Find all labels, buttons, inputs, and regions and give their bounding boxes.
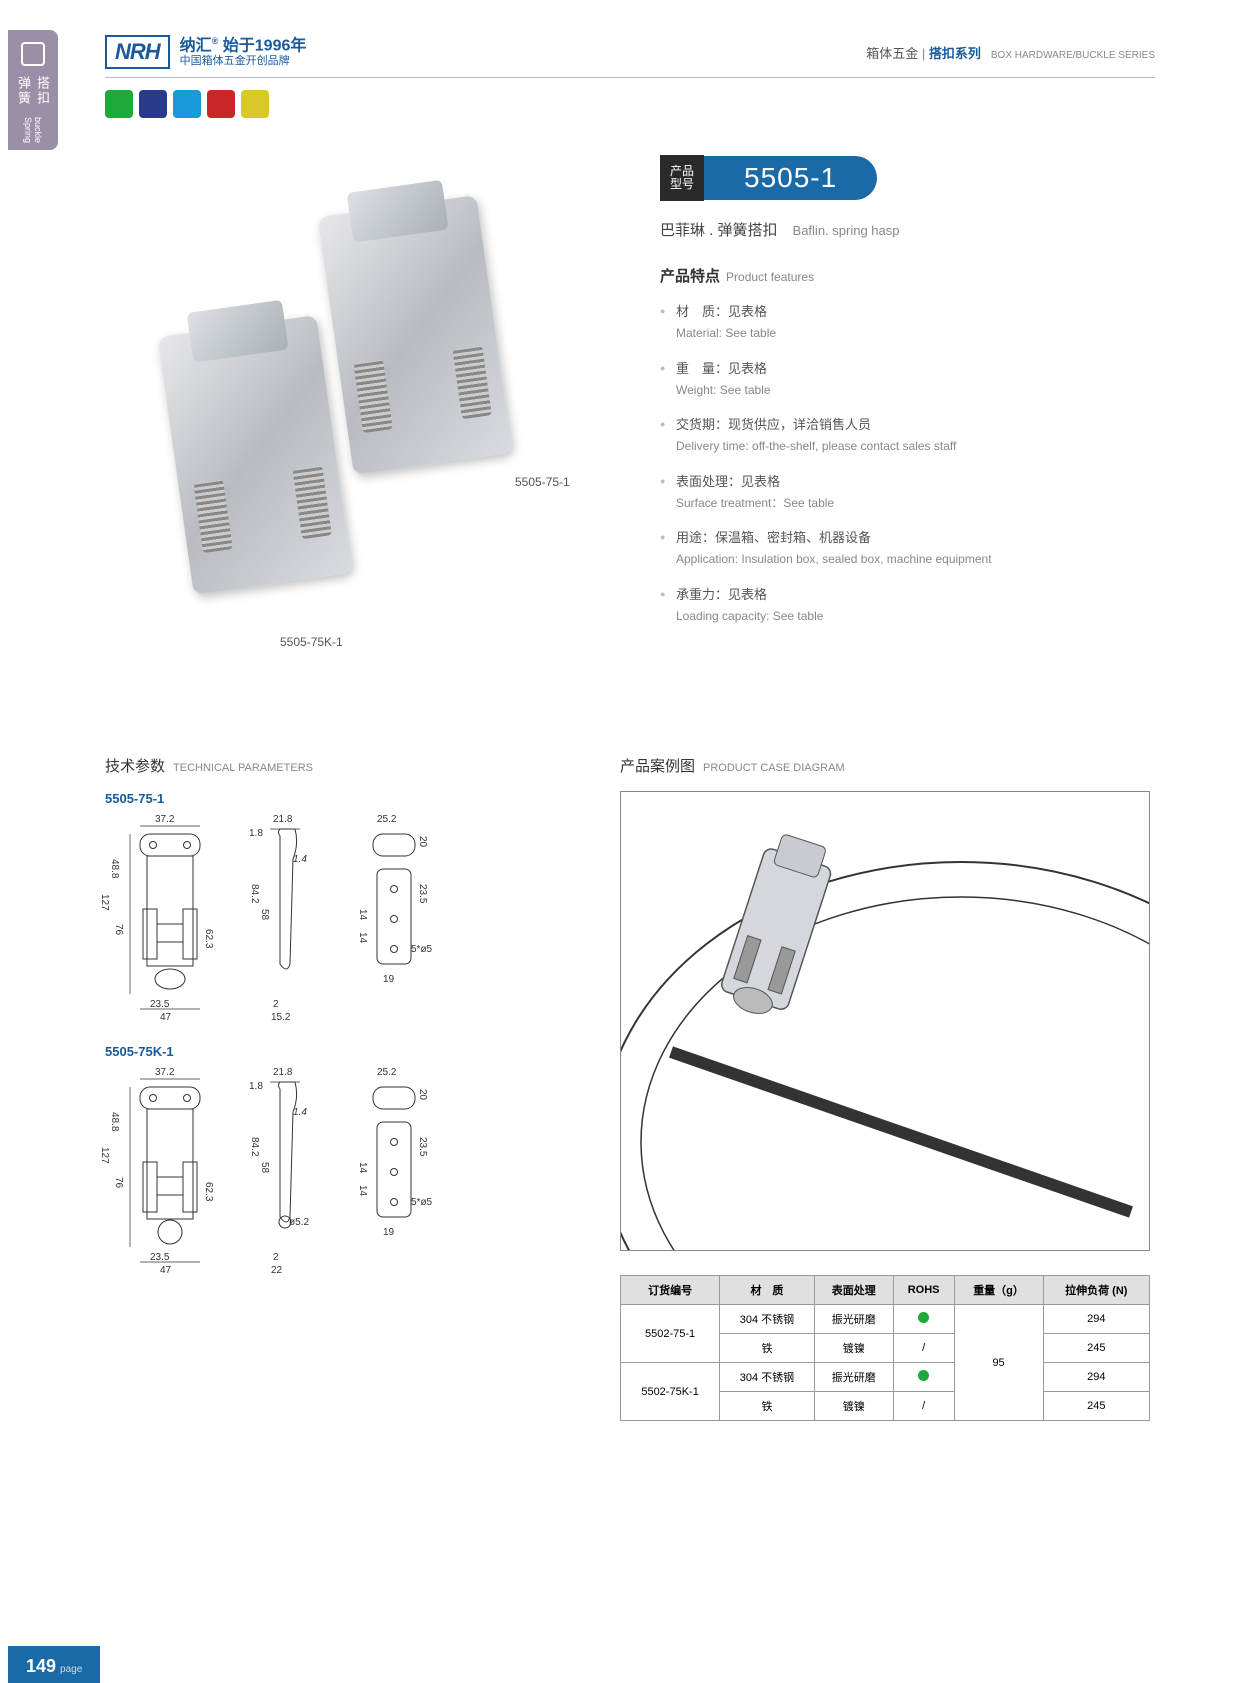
logo-name: 纳汇 [180, 37, 212, 54]
badge-icon [139, 90, 167, 118]
drawing-model: 5505-75K-1 [105, 1044, 555, 1059]
badge-icon [241, 90, 269, 118]
spec-table: 订货编号材 质表面处理ROHS重量（g）拉伸负荷 (N) 5502-75-130… [620, 1275, 1150, 1421]
feature-item: 表面处理：见表格Surface treatment：See table [660, 471, 1155, 513]
drawing-model: 5505-75-1 [105, 791, 555, 806]
product-label: 5505-75-1 [515, 475, 570, 489]
feature-item: 承重力：见表格Loading capacity: See table [660, 584, 1155, 626]
logo-mark: NRH [105, 35, 170, 69]
logo: NRH 纳汇® 始于1996年 中国箱体五金开创品牌 [105, 35, 306, 69]
table-header: ROHS [893, 1276, 954, 1305]
table-header: 订货编号 [621, 1276, 720, 1305]
pn-label: 产品型号 [660, 155, 704, 201]
tech-drawing-catch: 25.2 20 23.5 14 14 5*ø5 19 [345, 1067, 435, 1277]
feature-item: 交货期：现货供应，详洽销售人员Delivery time: off-the-sh… [660, 414, 1155, 456]
feature-item: 重 量：见表格Weight: See table [660, 358, 1155, 400]
rohs-dot-icon [918, 1312, 929, 1323]
badge-icon [105, 90, 133, 118]
breadcrumb: 箱体五金 | 搭扣系列BOX HARDWARE/BUCKLE SERIES [866, 43, 1155, 62]
badge-row [105, 90, 269, 118]
sidebar-tab: 弹簧搭扣 Spring buckle [8, 30, 58, 150]
table-row: 5502-75-1304 不锈钢振光研磨95294 [621, 1305, 1150, 1334]
tech-drawing: 37.2 48.8 127 76 62.3 23.5 47 [105, 1067, 225, 1277]
table-row: 5502-75K-1304 不锈钢振光研磨294 [621, 1363, 1150, 1392]
rohs-dot-icon [918, 1370, 929, 1381]
logo-since: 始于1996年 [223, 37, 307, 54]
product-number: 产品型号 5505-1 [660, 155, 1155, 201]
tech-drawing-catch: 25.2 20 23.5 14 14 5*ø5 19 [345, 814, 435, 1024]
table-header: 重量（g） [954, 1276, 1043, 1305]
badge-icon [207, 90, 235, 118]
header: NRH 纳汇® 始于1996年 中国箱体五金开创品牌 箱体五金 | 搭扣系列BO… [105, 35, 1155, 78]
tech-section: 技术参数TECHNICAL PARAMETERS 5505-75-1 37.2 … [105, 755, 555, 1297]
case-diagram [620, 791, 1150, 1251]
badge-icon [173, 90, 201, 118]
tech-drawing-side: 21.8 1.8 1.4 84.2 58 2 15.2 [245, 814, 325, 1024]
tech-drawing: 37.2 48.8 127 76 62.3 23.5 47 [105, 814, 225, 1024]
table-header: 表面处理 [814, 1276, 893, 1305]
feature-item: 用途：保温箱、密封箱、机器设备Application: Insulation b… [660, 527, 1155, 569]
sidebar-cn: 弹簧搭扣 [14, 76, 52, 113]
tech-drawing-side: 21.8 1.8 1.4 84.2 58 ø5.2 2 22 [245, 1067, 325, 1277]
feature-item: 材 质：见表格Material: See table [660, 301, 1155, 343]
case-section: 产品案例图PRODUCT CASE DIAGRAM [620, 755, 1150, 1251]
table-header: 拉伸负荷 (N) [1043, 1276, 1149, 1305]
hasp-icon [21, 42, 45, 66]
logo-tagline: 中国箱体五金开创品牌 [180, 55, 307, 68]
sidebar-en: Spring buckle [23, 117, 43, 151]
product-photo: 5505-75-1 5505-75K-1 [105, 155, 630, 675]
table-header: 材 质 [720, 1276, 815, 1305]
features-heading: 产品特点Product features [660, 265, 1155, 286]
subtitle: 巴菲琳 . 弹簧搭扣 Baflin. spring hasp [660, 219, 1155, 240]
page-number: 149page [8, 1646, 100, 1683]
product-label: 5505-75K-1 [280, 635, 343, 649]
pn-value: 5505-1 [704, 156, 877, 200]
features-list: 材 质：见表格Material: See table 重 量：见表格Weight:… [660, 301, 1155, 626]
